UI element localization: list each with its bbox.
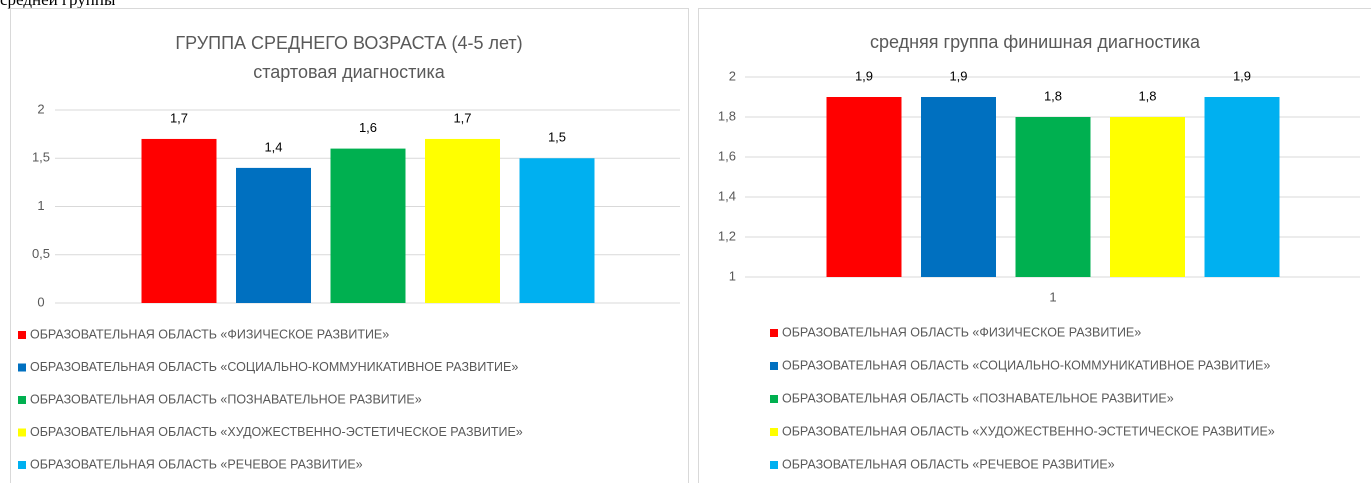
legend-label: ОБРАЗОВАТЕЛЬНАЯ ОБЛАСТЬ «ФИЗИЧЕСКОЕ РАЗВ…	[782, 325, 1141, 339]
chart-subtitle: стартовая диагностика	[253, 62, 445, 82]
legend-swatch	[770, 461, 778, 469]
data-label: 1,6	[359, 120, 377, 135]
y-tick-label: 0,5	[32, 246, 50, 261]
legend-swatch	[770, 329, 778, 337]
y-tick-label: 1,8	[718, 108, 736, 123]
legend-swatch	[770, 428, 778, 436]
bar	[921, 97, 996, 277]
caption: средней группы	[0, 0, 116, 9]
legend-swatch	[18, 331, 26, 339]
x-tick-label: 1	[1049, 289, 1056, 304]
y-tick-label: 2	[729, 68, 736, 83]
data-label: 1,8	[1044, 88, 1062, 103]
legend-swatch	[18, 396, 26, 404]
data-label: 1,9	[1233, 68, 1251, 83]
bar	[236, 167, 311, 303]
chart-title: средняя группа финишная диагностика	[870, 32, 1201, 52]
bar	[330, 148, 406, 303]
data-label: 1,7	[170, 110, 188, 125]
legend-swatch	[18, 428, 26, 437]
legend-swatch	[18, 363, 26, 372]
y-tick-label: 1	[729, 268, 736, 283]
y-tick-label: 1,2	[718, 228, 736, 243]
y-tick-label: 1	[37, 198, 44, 213]
legend-swatch	[770, 362, 778, 370]
data-label: 1,9	[855, 68, 873, 83]
data-label: 1,8	[1138, 88, 1156, 103]
bar	[141, 138, 217, 303]
chart-title: ГРУППА СРЕДНЕГО ВОЗРАСТА (4-5 лет)	[175, 33, 522, 53]
legend-label: ОБРАЗОВАТЕЛЬНАЯ ОБЛАСТЬ «ХУДОЖЕСТВЕННО-Э…	[30, 425, 523, 439]
y-tick-label: 1,4	[718, 188, 736, 203]
legend-label: ОБРАЗОВАТЕЛЬНАЯ ОБЛАСТЬ «ПОЗНАВАТЕЛЬНОЕ …	[782, 391, 1174, 405]
data-label: 1,4	[264, 139, 282, 154]
legend-label: ОБРАЗОВАТЕЛЬНАЯ ОБЛАСТЬ «РЕЧЕВОЕ РАЗВИТИ…	[30, 457, 363, 471]
data-label: 1,9	[949, 68, 967, 83]
legend-label: ОБРАЗОВАТЕЛЬНАЯ ОБЛАСТЬ «ФИЗИЧЕСКОЕ РАЗВ…	[30, 327, 389, 341]
legend-swatch	[18, 461, 26, 469]
bar	[1015, 117, 1091, 277]
bar	[425, 138, 500, 303]
data-label: 1,7	[453, 110, 471, 125]
legend-swatch	[770, 395, 778, 403]
y-tick-label: 0	[37, 294, 44, 309]
bar	[1204, 97, 1280, 277]
legend-label: ОБРАЗОВАТЕЛЬНАЯ ОБЛАСТЬ «ПОЗНАВАТЕЛЬНОЕ …	[30, 392, 422, 406]
y-tick-label: 1,5	[32, 150, 50, 165]
y-tick-label: 2	[37, 101, 44, 116]
bar	[519, 158, 595, 303]
legend-label: ОБРАЗОВАТЕЛЬНАЯ ОБЛАСТЬ «РЕЧЕВОЕ РАЗВИТИ…	[782, 457, 1115, 471]
data-label: 1,5	[548, 130, 566, 145]
legend-label: ОБРАЗОВАТЕЛЬНАЯ ОБЛАСТЬ «СОЦИАЛЬНО-КОММУ…	[782, 358, 1270, 372]
legend-label: ОБРАЗОВАТЕЛЬНАЯ ОБЛАСТЬ «СОЦИАЛЬНО-КОММУ…	[30, 360, 518, 374]
bar	[826, 97, 902, 277]
y-tick-label: 1,6	[718, 148, 736, 163]
bar	[1110, 117, 1185, 277]
legend-label: ОБРАЗОВАТЕЛЬНАЯ ОБЛАСТЬ «ХУДОЖЕСТВЕННО-Э…	[782, 424, 1275, 438]
